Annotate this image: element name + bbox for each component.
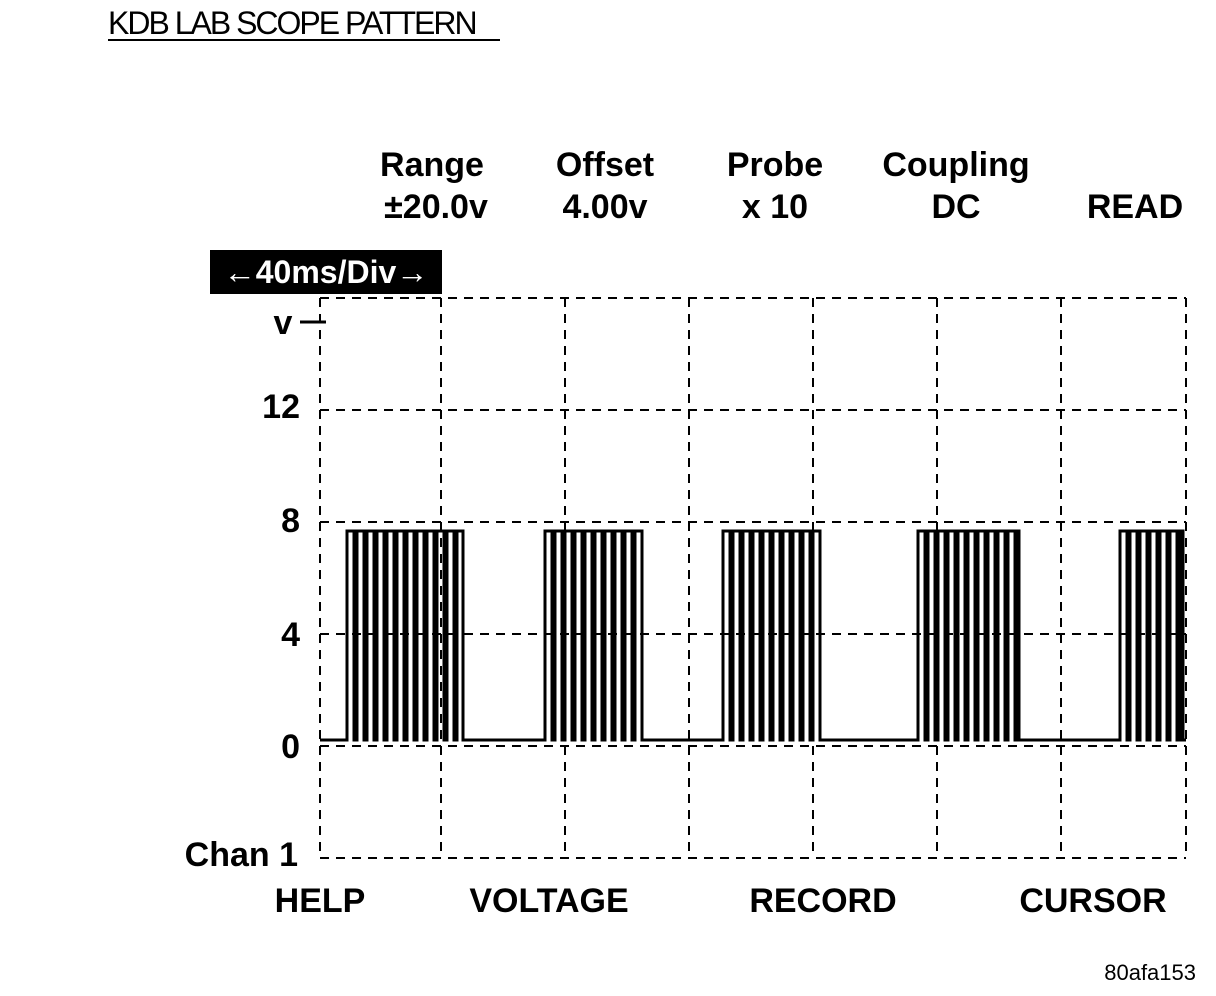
- softkey[interactable]: VOLTAGE: [469, 882, 628, 920]
- channel: Chan 1: [185, 836, 298, 874]
- setting-label: Probe: [727, 146, 823, 184]
- setting-value: 4.00v: [562, 188, 647, 226]
- timebase-box: [210, 250, 442, 294]
- title: KDB LAB SCOPE PATTERN: [108, 5, 476, 41]
- setting-label: Coupling: [882, 146, 1029, 184]
- y-label: 0: [281, 728, 300, 766]
- y-label: 8: [281, 502, 300, 540]
- waveform: [320, 529, 1186, 742]
- y-label: 12: [262, 388, 300, 426]
- softkey[interactable]: CURSOR: [1019, 882, 1166, 920]
- y-label: 4: [281, 616, 300, 654]
- setting-value: DC: [931, 188, 980, 226]
- mode: READ: [1087, 188, 1183, 226]
- setting-label: Offset: [556, 146, 654, 184]
- softkey[interactable]: HELP: [275, 882, 366, 920]
- timebase: ←40ms/Div→: [224, 254, 429, 290]
- y-unit: v: [274, 304, 293, 342]
- softkey[interactable]: RECORD: [749, 882, 896, 920]
- figure-id: 80afa153: [1104, 960, 1196, 985]
- setting-value: x 10: [742, 188, 808, 226]
- setting-label: Range: [380, 146, 484, 184]
- setting-value: ±20.0v: [384, 188, 488, 226]
